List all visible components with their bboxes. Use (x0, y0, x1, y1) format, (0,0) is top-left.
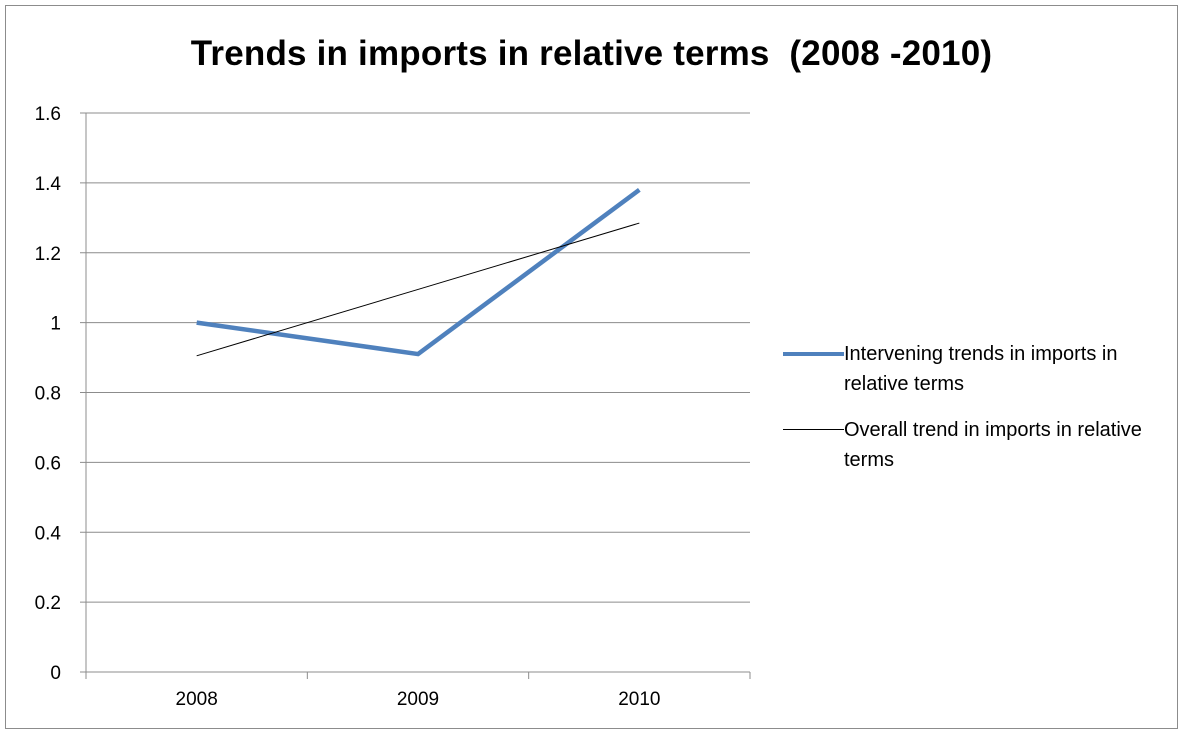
legend-item-intervening: Intervening trends in imports in relativ… (783, 341, 1173, 399)
y-tick-label-1: 1 (50, 314, 61, 335)
y-tick-label-1.4: 1.4 (35, 174, 62, 195)
legend-item-overall: Overall trend in imports in relative ter… (783, 417, 1173, 475)
legend-swatch-overall (783, 417, 844, 443)
y-tick-label-0.4: 0.4 (35, 523, 62, 544)
legend-label-intervening: Intervening trends in imports in relativ… (844, 343, 1118, 395)
series-line-intervening (196, 188, 641, 357)
x-tick-label-2009: 2009 (397, 689, 439, 710)
x-tick-label-2010: 2010 (618, 689, 660, 710)
legend: Intervening trends in imports in relativ… (783, 341, 1173, 493)
y-tick-label-0.8: 0.8 (35, 384, 61, 405)
y-tick-label-0: 0 (50, 663, 61, 684)
y-tick-label-1.6: 1.6 (35, 104, 61, 125)
chart-title: Trends in imports in relative terms (200… (190, 34, 993, 73)
chart-frame: Trends in imports in relative terms (200… (5, 5, 1178, 729)
y-tick-label-1.2: 1.2 (35, 244, 61, 265)
x-tick-label-2008: 2008 (176, 689, 218, 710)
y-tick-label-0.6: 0.6 (35, 453, 61, 474)
legend-label-overall: Overall trend in imports in relative ter… (844, 419, 1142, 471)
y-tick-label-0.2: 0.2 (35, 593, 61, 614)
legend-swatch-intervening (783, 341, 844, 367)
